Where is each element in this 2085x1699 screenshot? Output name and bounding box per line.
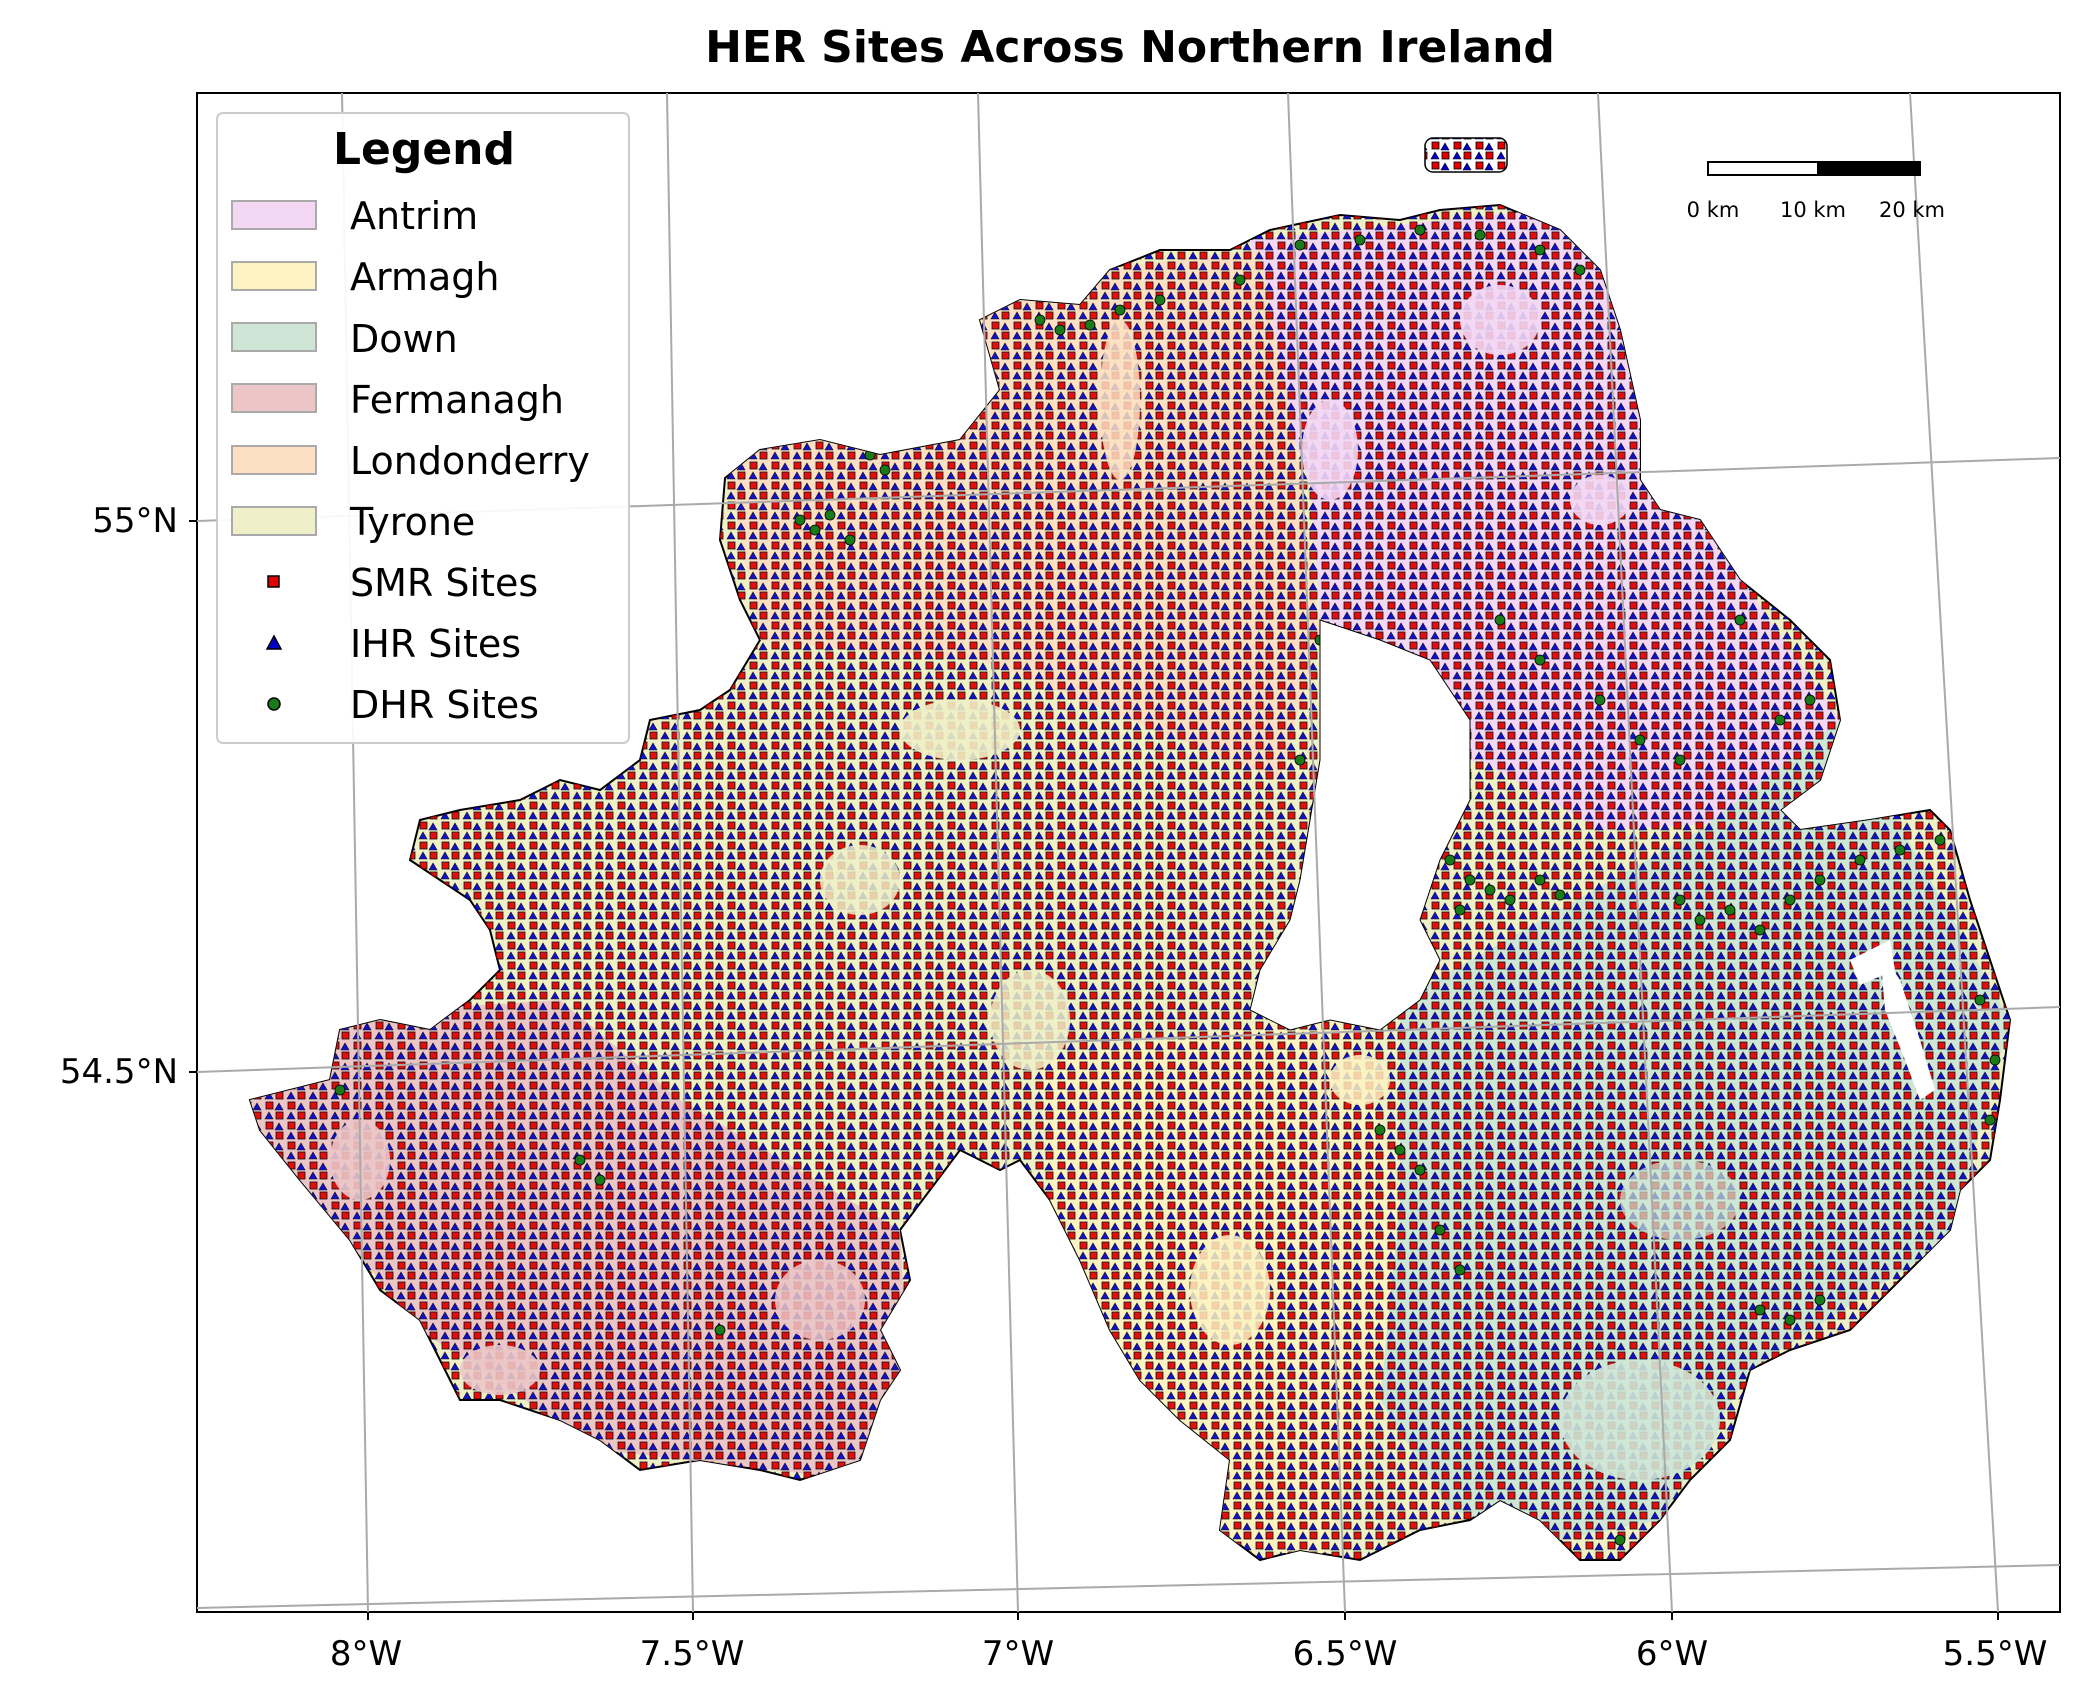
coastal-inlet xyxy=(1850,940,1895,985)
legend-label: Fermanagh xyxy=(350,378,564,422)
y-axis-ticks: 55°N 54.5°N xyxy=(60,501,178,1092)
legend-swatch-londonderry xyxy=(231,445,317,475)
scale-label: 10 km xyxy=(1780,198,1846,222)
rathlin-island xyxy=(1424,137,1508,173)
scale-label: 0 km xyxy=(1687,198,1740,222)
legend-label: Londonderry xyxy=(350,439,590,483)
legend-swatch-down xyxy=(231,322,317,352)
x-tick-label: 6.5°W xyxy=(1293,1634,1398,1674)
legend-box xyxy=(216,112,630,744)
x-axis-ticks: 8°W 7.5°W 7°W 6.5°W 6°W 5.5°W xyxy=(330,1634,2047,1674)
x-tick-label: 7.5°W xyxy=(640,1634,745,1674)
y-tick-label: 55°N xyxy=(92,501,178,541)
legend-swatch-antrim xyxy=(231,200,317,230)
y-tick-label: 54.5°N xyxy=(60,1052,178,1092)
x-tick-label: 5.5°W xyxy=(1943,1634,2048,1674)
x-tick-label: 6°W xyxy=(1636,1634,1708,1674)
legend-marker-smr xyxy=(267,575,280,588)
legend: Legend Antrim Armagh Down Fermanagh Lond… xyxy=(216,112,630,744)
dhr-site-clusters xyxy=(334,224,2001,1556)
scale-label: 20 km xyxy=(1879,198,1945,222)
legend-swatch-armagh xyxy=(231,261,317,291)
x-tick-label: 7°W xyxy=(982,1634,1054,1674)
legend-label: Armagh xyxy=(350,255,499,299)
legend-swatch-fermanagh xyxy=(231,383,317,413)
scale-bar: 0 km 10 km 20 km xyxy=(1687,161,1945,222)
x-tick-label: 8°W xyxy=(330,1634,402,1674)
strangford-lough xyxy=(1880,950,1935,1100)
legend-label: DHR Sites xyxy=(350,683,539,727)
legend-label: SMR Sites xyxy=(350,561,538,605)
legend-label: Antrim xyxy=(350,194,478,238)
legend-swatch-tyrone xyxy=(231,506,317,536)
legend-label: IHR Sites xyxy=(350,622,521,666)
legend-marker-ihr xyxy=(265,634,283,650)
legend-label: Tyrone xyxy=(349,500,475,544)
legend-marker-dhr xyxy=(267,697,281,711)
map-title: HER Sites Across Northern Ireland xyxy=(705,22,1555,73)
legend-label: Down xyxy=(350,317,458,361)
axis-tick-marks xyxy=(189,520,1999,1620)
legend-title: Legend xyxy=(333,124,515,175)
